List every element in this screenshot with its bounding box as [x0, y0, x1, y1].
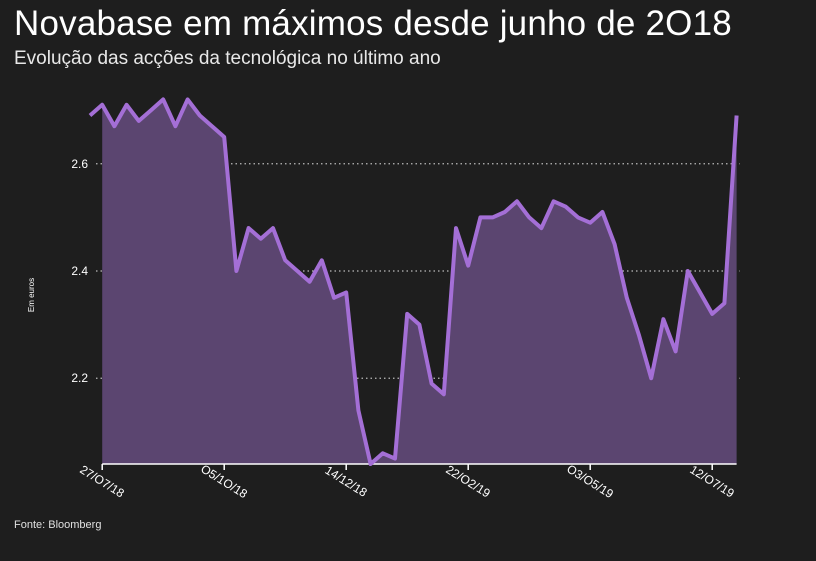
y-tick-label: 2.6	[71, 157, 88, 171]
price-area	[102, 99, 737, 465]
y-axis-title: Em euros	[27, 278, 36, 312]
source-note: Fonte: Bloomberg	[14, 519, 102, 531]
chart-title: Novabase em máximos desde junho de 2O18	[14, 4, 732, 43]
x-axis-ticks: 27/O7/18 O5/1O/18 14/12/18 22/O2/19 O3/O5/19…	[77, 462, 737, 502]
y-tick-label: 2.4	[71, 264, 88, 278]
price-line	[88, 97, 739, 466]
y-axis-ticks: 2.2 2.4 2.6	[71, 157, 88, 385]
chart-subtitle: Evolução das acções da tecnológica no úl…	[14, 48, 441, 69]
y-tick-label: 2.2	[71, 371, 88, 385]
